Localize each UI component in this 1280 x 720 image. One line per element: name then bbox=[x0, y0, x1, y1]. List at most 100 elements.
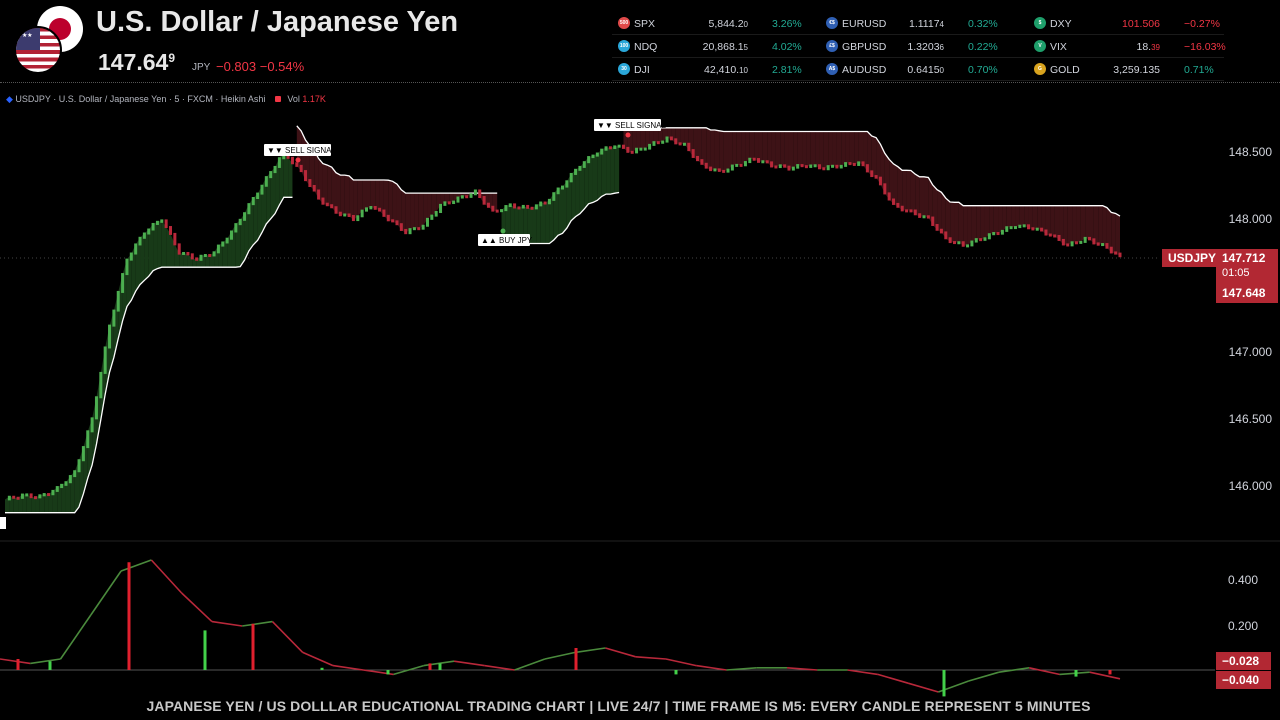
candle bbox=[177, 243, 181, 255]
trend-fill bbox=[645, 127, 650, 149]
oscillator-line bbox=[393, 664, 425, 676]
collapse-pane-icon bbox=[0, 517, 6, 529]
chart-legend[interactable]: ◆ USDJPY · U.S. Dollar / Japanese Yen · … bbox=[6, 94, 326, 105]
trend-fill bbox=[401, 189, 406, 234]
candle bbox=[1027, 224, 1031, 230]
trend-fill bbox=[667, 127, 672, 140]
candle bbox=[199, 254, 203, 261]
ticker-price: 0.64150 bbox=[907, 64, 944, 76]
ticker-change: 0.71% bbox=[1184, 64, 1214, 76]
trend-fill bbox=[784, 131, 789, 170]
trend-fill bbox=[392, 181, 397, 225]
trend-fill bbox=[706, 127, 711, 171]
trend-fill bbox=[762, 131, 768, 163]
candle bbox=[552, 192, 556, 201]
trend-fill bbox=[13, 497, 19, 513]
candle bbox=[121, 273, 125, 293]
candle bbox=[565, 180, 569, 188]
candle bbox=[1057, 234, 1061, 241]
trend-fill bbox=[288, 157, 293, 198]
trend-fill bbox=[802, 131, 807, 167]
candle bbox=[521, 204, 525, 209]
candle bbox=[317, 189, 321, 200]
oscillator-line bbox=[907, 682, 939, 693]
trend-fill bbox=[536, 202, 541, 244]
oscillator-value-tag-2: −0.040 bbox=[1216, 671, 1271, 689]
candle bbox=[73, 470, 77, 478]
candle bbox=[817, 164, 821, 170]
candle bbox=[243, 212, 247, 221]
candle bbox=[822, 167, 826, 171]
candle bbox=[604, 146, 608, 151]
trend-fill bbox=[388, 180, 393, 222]
candle bbox=[831, 164, 835, 168]
candle bbox=[556, 187, 560, 195]
trend-fill bbox=[775, 131, 781, 168]
trend-fill bbox=[967, 205, 972, 246]
ticker-symbol: GBPUSD bbox=[842, 41, 887, 53]
sell-signal-1[interactable]: ▼▼ SELL SIGNAL bbox=[264, 144, 336, 156]
candle bbox=[94, 396, 98, 420]
candle bbox=[417, 227, 421, 231]
candle bbox=[839, 164, 843, 169]
candle bbox=[195, 257, 199, 261]
trend-fill bbox=[588, 155, 593, 204]
candle bbox=[460, 195, 464, 199]
candle bbox=[247, 203, 251, 215]
oscillator-line bbox=[605, 647, 636, 658]
candle bbox=[896, 202, 900, 208]
candle bbox=[861, 161, 865, 167]
trend-fill bbox=[592, 153, 598, 203]
trend-fill bbox=[1076, 205, 1081, 243]
trend-fill bbox=[1054, 205, 1060, 240]
oscillator-line bbox=[242, 620, 273, 627]
candle bbox=[99, 371, 103, 399]
trend-fill bbox=[697, 127, 702, 164]
candle bbox=[848, 162, 852, 166]
oscillator-line bbox=[211, 620, 243, 627]
trend-fill bbox=[579, 162, 585, 214]
candle bbox=[1079, 240, 1083, 244]
candle bbox=[55, 486, 59, 492]
candle bbox=[212, 251, 216, 257]
oscillator-line bbox=[998, 667, 1030, 673]
sell-signal-2[interactable]: ▼▼ SELL SIGNAL bbox=[594, 119, 666, 131]
candle bbox=[260, 184, 264, 195]
candle bbox=[234, 223, 238, 233]
candle bbox=[351, 214, 355, 222]
candle bbox=[238, 218, 242, 226]
candle bbox=[264, 176, 268, 187]
candle bbox=[852, 162, 856, 166]
candle bbox=[669, 136, 673, 141]
candle bbox=[1009, 226, 1013, 230]
candle bbox=[983, 237, 987, 241]
buy-signal[interactable]: ▲▲ BUY JPY bbox=[478, 234, 533, 246]
ticker-price: 18.39 bbox=[1136, 41, 1160, 53]
ticker-change: 2.81% bbox=[772, 64, 802, 76]
candle bbox=[465, 195, 469, 199]
trend-fill bbox=[153, 221, 158, 271]
candle bbox=[761, 160, 765, 164]
trend-fill bbox=[736, 131, 742, 166]
candle bbox=[1035, 227, 1039, 231]
candle bbox=[539, 201, 543, 207]
trend-fill bbox=[1011, 205, 1016, 228]
trend-fill bbox=[1024, 205, 1029, 229]
trend-fill bbox=[144, 229, 149, 281]
trend-fill bbox=[732, 131, 737, 166]
trend-fill bbox=[1080, 205, 1086, 242]
trend-fill bbox=[148, 223, 154, 277]
candle bbox=[726, 168, 730, 173]
ticker-change: 0.70% bbox=[968, 64, 998, 76]
trend-fill bbox=[336, 172, 341, 216]
buy-marker bbox=[500, 228, 506, 234]
oscillator-line bbox=[453, 660, 485, 667]
candle bbox=[722, 169, 726, 173]
trend-fill bbox=[205, 255, 210, 268]
candle bbox=[717, 168, 721, 172]
candle bbox=[269, 171, 273, 179]
candle bbox=[743, 161, 747, 167]
ticker-price: 1.11174 bbox=[908, 18, 944, 30]
trend-fill bbox=[937, 189, 942, 233]
